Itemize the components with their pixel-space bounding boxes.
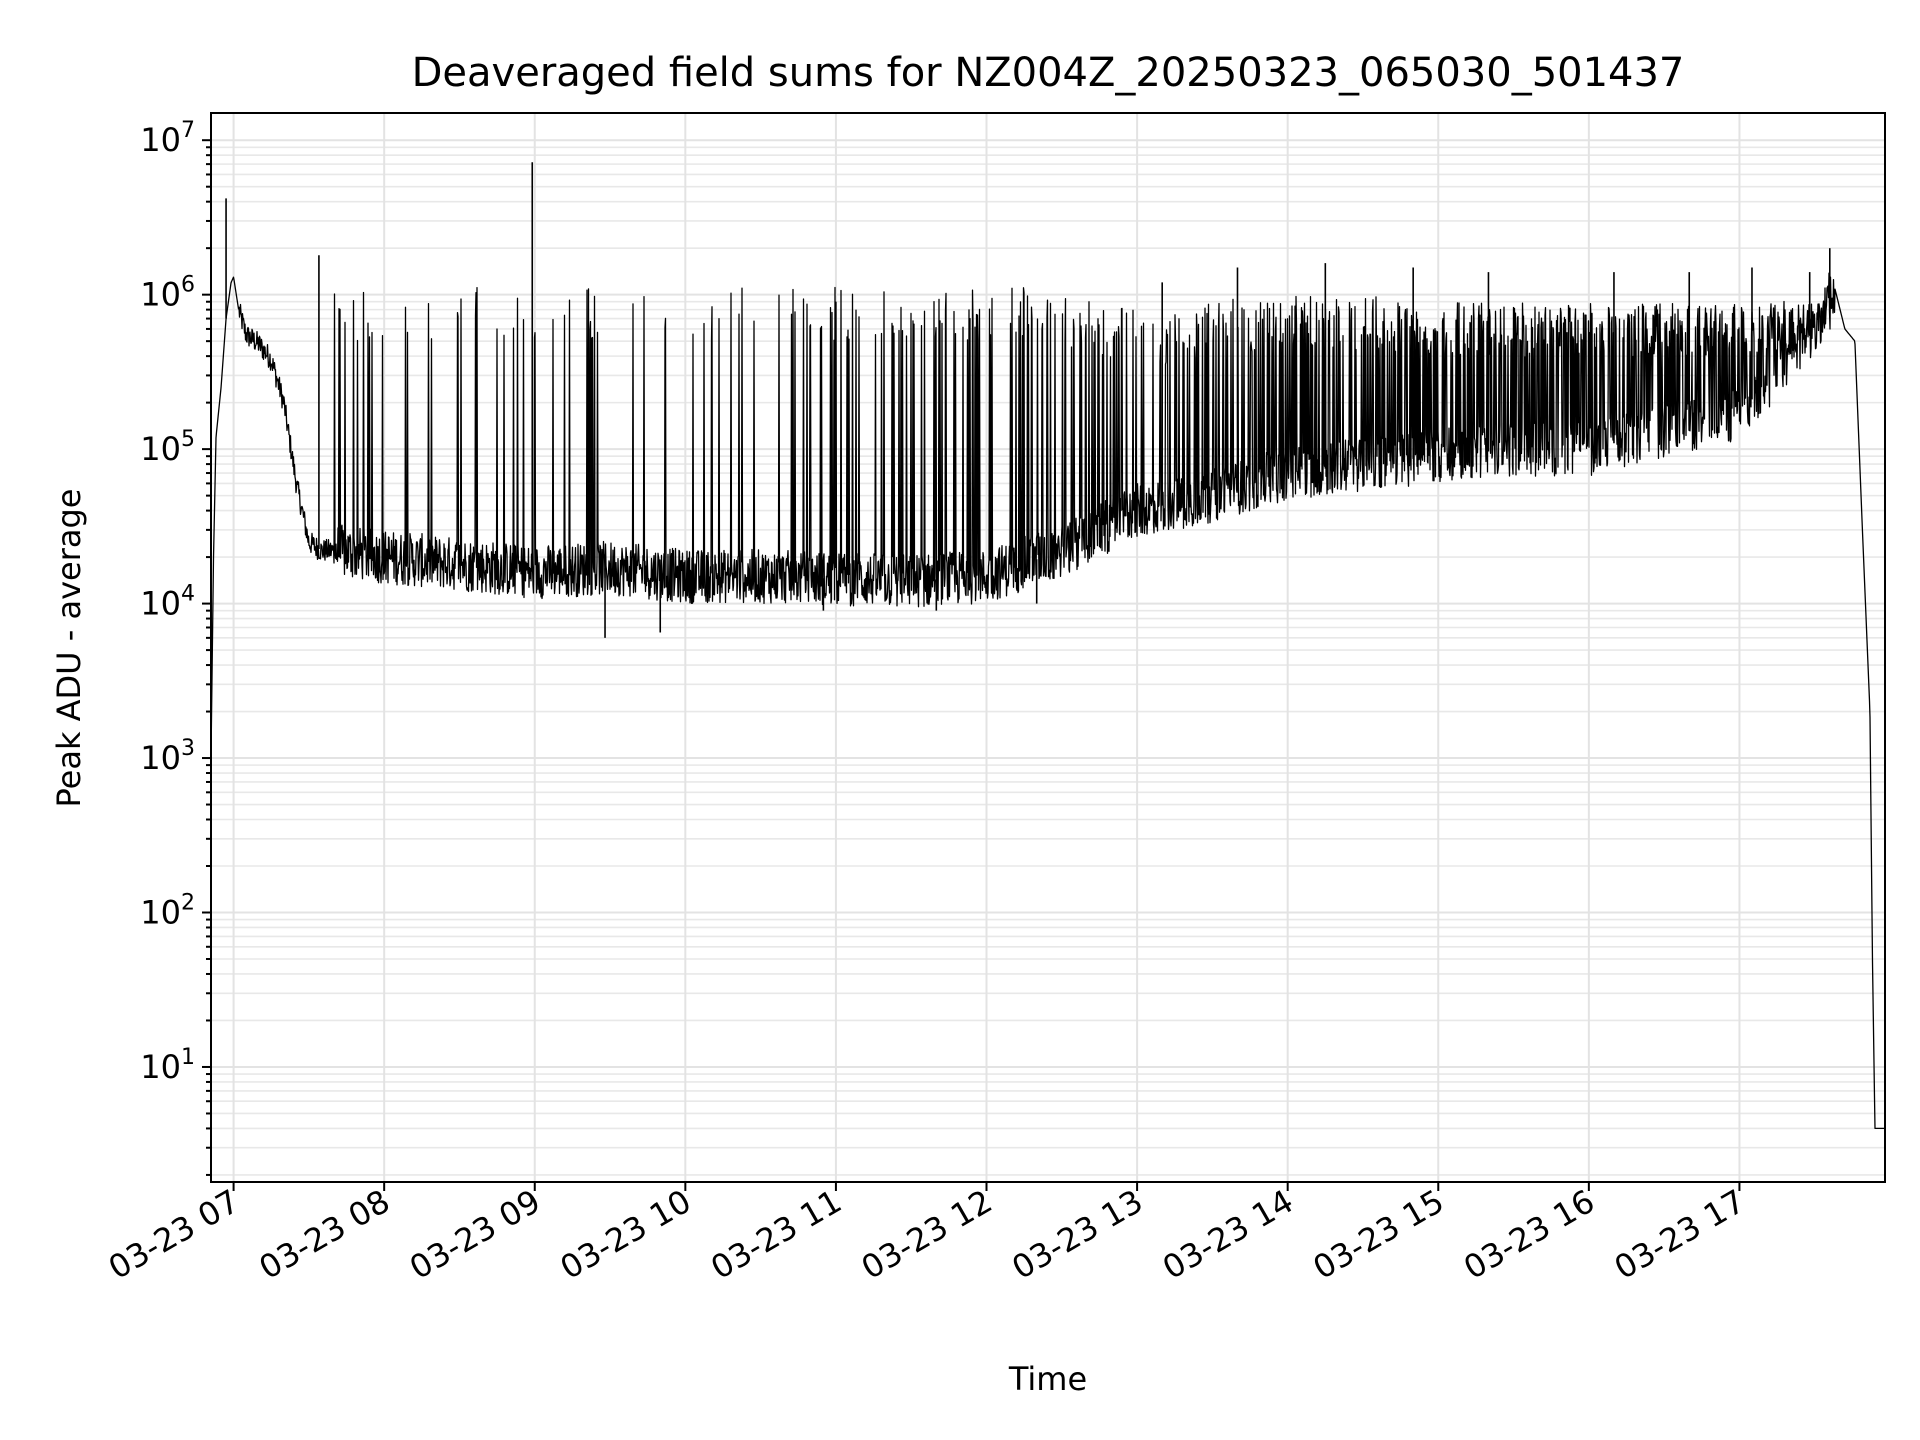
x-tick-label: 03-23 10 <box>554 1182 698 1287</box>
series-line <box>210 272 1886 1130</box>
y-tick-label: 105 <box>140 427 195 468</box>
x-tick-label: 03-23 11 <box>704 1182 848 1287</box>
y-tick-label: 106 <box>140 273 195 314</box>
y-tick-label: 104 <box>140 582 195 623</box>
y-axis-label: Peak ADU - average <box>50 489 88 808</box>
y-tick-exponent: 5 <box>181 427 195 452</box>
x-tick-label: 03-23 16 <box>1457 1182 1601 1287</box>
x-tick-label: 03-23 07 <box>102 1182 246 1287</box>
y-tick-label: 101 <box>140 1045 195 1086</box>
x-tick-label: 03-23 08 <box>253 1182 397 1287</box>
grid <box>211 113 1885 1182</box>
y-tick-exponent: 2 <box>181 891 195 916</box>
y-tick-exponent: 3 <box>181 736 195 761</box>
x-tick-label: 03-23 14 <box>1156 1182 1300 1287</box>
y-tick-label: 102 <box>140 891 195 932</box>
plot-frame <box>210 112 1886 1183</box>
y-tick-label: 103 <box>140 736 195 777</box>
series-layer <box>210 162 1886 1130</box>
y-tick-exponent: 4 <box>181 582 195 607</box>
x-tick-label: 03-23 13 <box>1005 1182 1149 1287</box>
y-tick-exponent: 1 <box>181 1045 195 1070</box>
y-tick-exponent: 7 <box>181 118 195 143</box>
x-tick-label: 03-23 12 <box>855 1182 999 1287</box>
x-tick-label: 03-23 09 <box>403 1182 547 1287</box>
x-axis-label: Time <box>1008 1360 1087 1398</box>
chart-title: Deaveraged field sums for NZ004Z_2025032… <box>412 50 1685 96</box>
y-tick-label: 107 <box>140 118 195 159</box>
x-tick-label: 03-23 17 <box>1608 1182 1752 1287</box>
y-tick-exponent: 6 <box>181 273 195 298</box>
x-tick-label: 03-23 15 <box>1307 1182 1451 1287</box>
